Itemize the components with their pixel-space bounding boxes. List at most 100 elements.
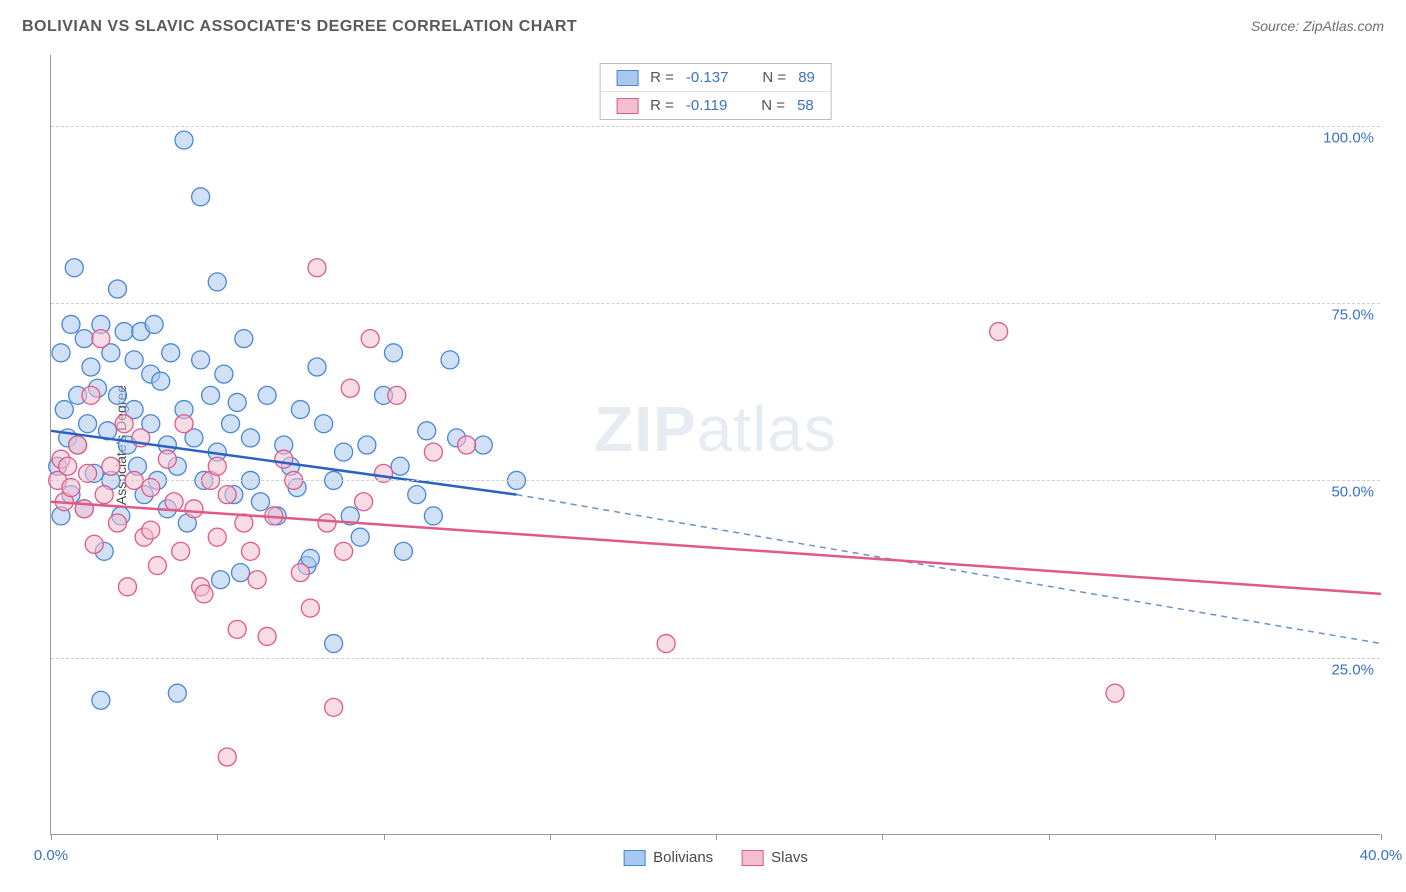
legend-swatch (741, 850, 763, 866)
scatter-point (152, 372, 170, 390)
scatter-point (308, 358, 326, 376)
scatter-point (242, 542, 260, 560)
x-tick-label: 0.0% (34, 847, 68, 864)
scatter-point (218, 486, 236, 504)
legend-item: Bolivians (623, 849, 713, 866)
x-tick (51, 834, 52, 840)
scatter-point (212, 571, 230, 589)
legend-swatch (616, 70, 638, 86)
y-tick-label: 75.0% (1331, 307, 1374, 324)
scatter-point (69, 436, 87, 454)
scatter-point (424, 507, 442, 525)
legend-item: Slavs (741, 849, 808, 866)
scatter-svg (51, 55, 1380, 834)
scatter-point (388, 386, 406, 404)
scatter-point (424, 443, 442, 461)
r-value: -0.137 (686, 69, 729, 86)
gridline (51, 303, 1380, 304)
scatter-point (92, 691, 110, 709)
scatter-point (95, 486, 113, 504)
scatter-point (109, 386, 127, 404)
scatter-point (251, 493, 269, 511)
scatter-point (394, 542, 412, 560)
scatter-point (109, 280, 127, 298)
x-tick (882, 834, 883, 840)
x-tick (1215, 834, 1216, 840)
scatter-point (232, 564, 250, 582)
scatter-point (418, 422, 436, 440)
scatter-point (65, 259, 83, 277)
trend-line-extrapolated (517, 495, 1382, 644)
scatter-point (165, 493, 183, 511)
scatter-point (308, 259, 326, 277)
scatter-point (361, 330, 379, 348)
scatter-point (55, 401, 73, 419)
legend-row: R =-0.119N =58 (600, 91, 831, 119)
scatter-point (218, 748, 236, 766)
legend-label: Slavs (771, 849, 808, 866)
gridline (51, 658, 1380, 659)
scatter-point (222, 415, 240, 433)
scatter-point (62, 315, 80, 333)
scatter-point (145, 315, 163, 333)
plot-area: Associate's Degree ZIPatlas R =-0.137N =… (50, 55, 1380, 835)
legend-swatch (623, 850, 645, 866)
gridline (51, 126, 1380, 127)
legend-swatch (616, 98, 638, 114)
scatter-point (85, 535, 103, 553)
n-label: N = (761, 97, 785, 114)
scatter-point (990, 323, 1008, 341)
scatter-point (341, 379, 359, 397)
scatter-point (75, 330, 93, 348)
scatter-point (335, 443, 353, 461)
scatter-point (175, 131, 193, 149)
scatter-point (185, 500, 203, 518)
scatter-point (109, 514, 127, 532)
y-tick-label: 50.0% (1331, 484, 1374, 501)
x-tick (217, 834, 218, 840)
scatter-point (82, 358, 100, 376)
scatter-point (115, 415, 133, 433)
scatter-point (202, 386, 220, 404)
series-legend: Bolivians Slavs (623, 849, 808, 866)
x-tick (384, 834, 385, 840)
scatter-point (125, 351, 143, 369)
scatter-point (168, 684, 186, 702)
r-label: R = (650, 69, 674, 86)
scatter-point (441, 351, 459, 369)
scatter-point (235, 330, 253, 348)
scatter-point (1106, 684, 1124, 702)
scatter-point (384, 344, 402, 362)
scatter-point (79, 415, 97, 433)
scatter-point (192, 188, 210, 206)
scatter-point (118, 578, 136, 596)
scatter-point (228, 393, 246, 411)
scatter-point (291, 401, 309, 419)
scatter-point (115, 323, 133, 341)
x-tick-label: 40.0% (1360, 847, 1403, 864)
scatter-point (325, 698, 343, 716)
scatter-point (192, 351, 210, 369)
chart-source: Source: ZipAtlas.com (1251, 18, 1384, 34)
scatter-point (258, 386, 276, 404)
n-label: N = (762, 69, 786, 86)
correlation-legend: R =-0.137N =89R =-0.119N =58 (599, 63, 832, 120)
scatter-point (158, 450, 176, 468)
scatter-point (258, 627, 276, 645)
scatter-point (315, 415, 333, 433)
scatter-point (92, 330, 110, 348)
scatter-point (351, 528, 369, 546)
scatter-point (291, 564, 309, 582)
scatter-point (242, 429, 260, 447)
scatter-point (52, 344, 70, 362)
scatter-point (208, 457, 226, 475)
x-tick (1049, 834, 1050, 840)
scatter-point (142, 521, 160, 539)
scatter-point (318, 514, 336, 532)
r-value: -0.119 (686, 97, 727, 114)
scatter-point (325, 635, 343, 653)
scatter-point (175, 415, 193, 433)
scatter-point (162, 344, 180, 362)
scatter-point (102, 457, 120, 475)
scatter-point (148, 557, 166, 575)
